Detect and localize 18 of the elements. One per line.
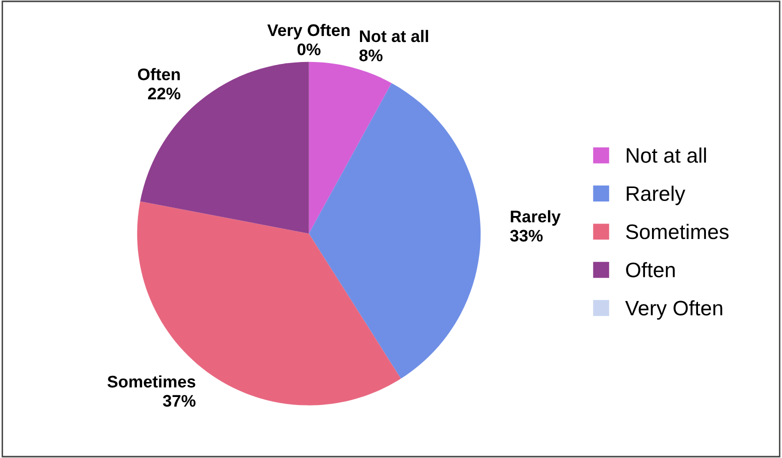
legend-label: Rarely — [626, 186, 686, 206]
pie-slice — [140, 62, 309, 234]
slice-label: Often — [138, 68, 180, 80]
data-label: 22% — [148, 88, 180, 100]
data-label: 37% — [162, 394, 196, 407]
data-label: 33% — [510, 230, 543, 242]
legend-label: Often — [626, 262, 675, 278]
category-label: Very Often — [267, 24, 350, 40]
text: 0% — [298, 43, 320, 56]
legend-label: Sometimes — [626, 224, 729, 240]
legend-label: Very Often — [625, 300, 722, 320]
legend-label: Not at all — [626, 148, 706, 163]
pie-slice — [308, 62, 392, 234]
pie-slice — [308, 83, 481, 379]
slice-label: Sometimes — [108, 375, 196, 388]
data-label: 8% — [359, 50, 383, 62]
slice-label: Rarely — [510, 210, 561, 226]
slice-label: Not at all — [360, 30, 428, 42]
